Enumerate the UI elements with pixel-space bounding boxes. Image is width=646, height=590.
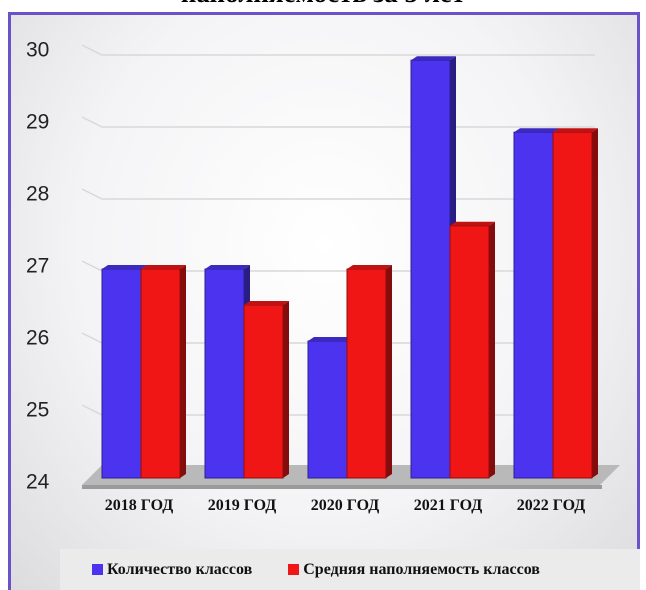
- grid-line: [81, 44, 595, 56]
- x-tick-label: 2020 ГОД: [311, 497, 379, 514]
- legend: Количество классов Средняя наполняемость…: [60, 549, 640, 590]
- bar-top-1-1: [102, 265, 147, 269]
- bar-top-2-4: [450, 221, 495, 226]
- y-tick-label: 26: [26, 327, 49, 350]
- legend-label-series-1: Количество классов: [107, 560, 253, 578]
- chart-floor-edge: [82, 485, 602, 489]
- bar-top-1-2: [205, 265, 250, 269]
- y-tick-label: 29: [26, 111, 49, 134]
- bar-series-2-1: [140, 268, 181, 479]
- bar-top-2-3: [347, 265, 392, 269]
- bar-series-1-1: [101, 268, 142, 479]
- x-tick-label: 2021 ГОД: [414, 497, 482, 514]
- x-tick-label: 2018 ГОД: [105, 497, 173, 514]
- bar-top-1-4: [411, 56, 456, 61]
- bar-series-2-2: [243, 304, 284, 479]
- bar-top-1-3: [308, 337, 353, 341]
- bar-top-1-5: [514, 128, 559, 133]
- x-tick-label: 2019 ГОД: [208, 497, 276, 514]
- y-tick-label: 28: [26, 183, 49, 206]
- x-tick-label: 2022 ГОД: [517, 497, 585, 514]
- y-tick-label: 24: [26, 471, 50, 494]
- bar-top-2-1: [141, 265, 186, 269]
- y-tick-label: 30: [26, 39, 49, 62]
- bar-series-1-2: [204, 268, 245, 479]
- bar-series-1-4: [410, 59, 451, 479]
- bar-series-1-5: [513, 131, 554, 479]
- legend-swatch-series-2: [288, 564, 300, 575]
- y-tick-label: 27: [26, 255, 49, 278]
- bar-series-2-4: [449, 225, 490, 479]
- legend-item-series-2: Средняя наполняемость классов: [288, 561, 540, 579]
- axis-labels: 24 25 26 27 28 29 30 2018 ГОД 2019 ГОД 2020 ГОД 20…: [26, 39, 585, 514]
- bar-top-2-2: [244, 301, 289, 305]
- bar-series-1-3: [307, 340, 348, 479]
- chart-title: наполняемость за 5 лет: [0, 0, 646, 9]
- bar-series-2-5: [552, 131, 593, 479]
- bar-top-2-5: [553, 128, 598, 133]
- bar-series-2-3: [346, 268, 387, 479]
- bar-side-2-3: [386, 265, 392, 478]
- bar-side-2-2: [283, 301, 289, 478]
- bars: [101, 56, 598, 479]
- bar-side-2-1: [180, 265, 186, 478]
- bar-side-2-5: [592, 128, 598, 478]
- legend-label-series-2: Средняя наполняемость классов: [303, 560, 540, 578]
- legend-swatch-series-1: [92, 564, 103, 575]
- bar-side-2-4: [489, 221, 495, 479]
- grid-line: [81, 116, 595, 128]
- y-tick-label: 25: [26, 399, 49, 422]
- legend-item-series-1: Количество классов: [92, 561, 252, 579]
